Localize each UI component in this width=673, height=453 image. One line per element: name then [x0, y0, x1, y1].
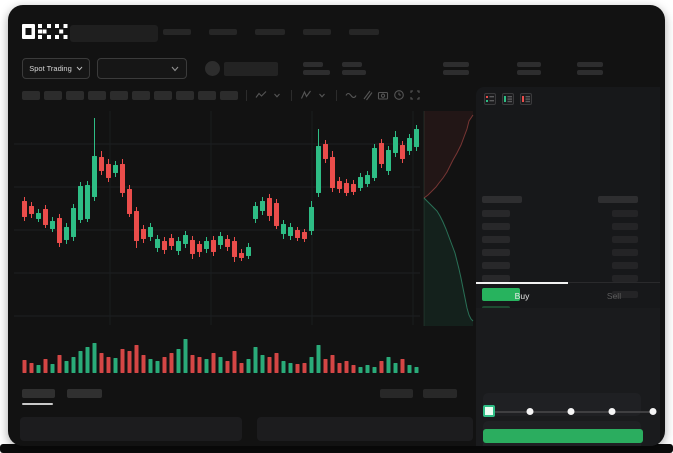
- amount-placeholder: [612, 210, 638, 217]
- tab-buy-label: Buy: [514, 291, 530, 301]
- bottom-panel: [257, 417, 473, 441]
- nav-item[interactable]: [255, 29, 285, 35]
- price-placeholder: [482, 262, 510, 269]
- chart-toolbar: [22, 89, 421, 101]
- fullscreen-icon[interactable]: [409, 89, 421, 101]
- slider-stop[interactable]: [649, 408, 657, 415]
- submit-order-button[interactable]: [483, 429, 643, 443]
- bottom-action-placeholder[interactable]: [380, 389, 413, 398]
- timeframe-button[interactable]: [22, 90, 40, 100]
- amount-placeholder: [612, 236, 638, 243]
- bottom-tab[interactable]: [22, 389, 55, 398]
- amount-slider[interactable]: [483, 405, 657, 419]
- amount-placeholder: [612, 223, 638, 230]
- line-tool-icon[interactable]: [345, 89, 357, 101]
- timeframe-button[interactable]: [132, 90, 150, 100]
- device-base: [0, 444, 673, 453]
- bottom-tab[interactable]: [67, 389, 102, 398]
- chevron-down-icon[interactable]: [271, 89, 283, 101]
- timeframe-button[interactable]: [110, 90, 128, 100]
- stat-label-placeholder: [517, 70, 541, 75]
- slider-stop[interactable]: [608, 408, 616, 415]
- bottom-panel: [20, 417, 242, 441]
- price-placeholder: [482, 196, 522, 203]
- book-both-icon[interactable]: [484, 93, 496, 105]
- ticker-stat: [577, 62, 603, 78]
- price-placeholder: [482, 275, 510, 282]
- market-type-label: Spot Trading: [29, 64, 72, 73]
- last-price-highlight: [482, 288, 520, 301]
- stat-value-placeholder: [443, 62, 469, 67]
- price-placeholder: [482, 210, 510, 217]
- slider-stop[interactable]: [567, 408, 575, 415]
- amount-placeholder: [612, 262, 638, 269]
- camera-icon[interactable]: [377, 89, 389, 101]
- ticker-stat: [342, 62, 366, 78]
- alert-clock-icon[interactable]: [393, 89, 405, 101]
- stat-value-placeholder: [342, 62, 362, 67]
- app-window: Spot Trading Buy S: [8, 5, 665, 446]
- stat-label-placeholder: [342, 70, 366, 75]
- pair-name-placeholder: [224, 62, 278, 76]
- timeframe-button[interactable]: [154, 90, 172, 100]
- nav-item[interactable]: [303, 29, 331, 35]
- ticker-stat: [443, 62, 469, 78]
- ticker-stat: [303, 62, 330, 78]
- timeframe-button[interactable]: [176, 90, 194, 100]
- toolbar-divider: [336, 89, 337, 101]
- chevron-down-icon: [171, 66, 179, 71]
- amount-placeholder: [612, 291, 638, 298]
- coin-avatar[interactable]: [205, 61, 220, 76]
- slider-stop[interactable]: [526, 408, 534, 415]
- nav-item[interactable]: [209, 29, 237, 35]
- stat-label-placeholder: [443, 70, 469, 75]
- chevron-down-icon[interactable]: [316, 89, 328, 101]
- order-book-view-toggles: [484, 93, 532, 105]
- book-asks-icon[interactable]: [520, 93, 532, 105]
- amount-placeholder: [598, 196, 638, 203]
- amount-placeholder: [612, 275, 638, 282]
- ticker-stat: [517, 62, 541, 78]
- nav-item[interactable]: [349, 29, 379, 35]
- tab-sell-label: Sell: [606, 291, 622, 301]
- price-chart[interactable]: [8, 105, 474, 379]
- timeframe-button[interactable]: [44, 90, 62, 100]
- nav-item[interactable]: [163, 29, 191, 35]
- stat-value-placeholder: [303, 62, 323, 67]
- price-placeholder: [482, 249, 510, 256]
- amount-placeholder: [612, 249, 638, 256]
- timeframe-button[interactable]: [88, 90, 106, 100]
- brush-icon[interactable]: [361, 89, 373, 101]
- chart-style-icon[interactable]: [255, 89, 267, 101]
- slider-handle[interactable]: [483, 405, 495, 417]
- toolbar-divider: [246, 89, 247, 101]
- timeframe-button[interactable]: [198, 90, 216, 100]
- bottom-action-placeholder[interactable]: [423, 389, 457, 398]
- top-nav: [163, 29, 379, 35]
- bottom-tabs: [22, 389, 102, 398]
- stat-value-placeholder: [577, 62, 603, 67]
- market-type-dropdown[interactable]: Spot Trading: [22, 58, 90, 79]
- trade-tabs: Buy Sell: [476, 282, 660, 309]
- timeframe-button[interactable]: [220, 90, 238, 100]
- stat-label-placeholder: [303, 70, 330, 75]
- active-trade-tab-underline: [476, 282, 568, 284]
- tab-sell[interactable]: Sell: [568, 283, 660, 309]
- book-bids-icon[interactable]: [502, 93, 514, 105]
- price-placeholder: [482, 236, 510, 243]
- toolbar-divider: [291, 89, 292, 101]
- indicator-icon[interactable]: [300, 89, 312, 101]
- stat-label-placeholder: [577, 70, 603, 75]
- pair-selector-dropdown[interactable]: [97, 58, 187, 79]
- chevron-down-icon: [76, 66, 83, 71]
- order-book-panel: Buy Sell: [476, 87, 660, 446]
- active-tab-underline: [22, 403, 53, 405]
- tab-buy[interactable]: Buy: [476, 283, 568, 309]
- search-input[interactable]: [70, 25, 158, 42]
- okx-logo: [22, 24, 68, 44]
- timeframe-button[interactable]: [66, 90, 84, 100]
- order-input-field[interactable]: [483, 393, 641, 416]
- price-placeholder: [482, 223, 510, 230]
- stat-value-placeholder: [517, 62, 541, 67]
